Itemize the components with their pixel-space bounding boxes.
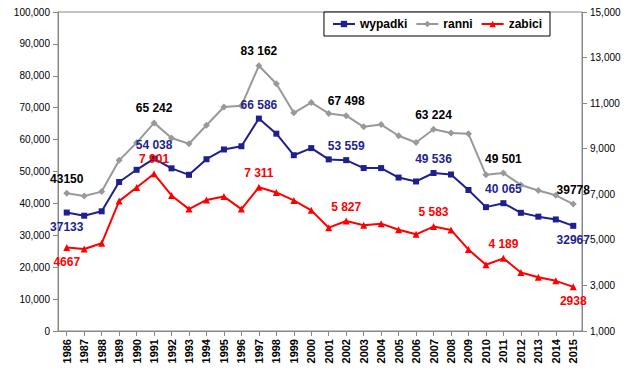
svg-text:43150: 43150 [50, 172, 84, 186]
svg-text:1987: 1987 [78, 339, 90, 363]
svg-text:1992: 1992 [166, 339, 178, 363]
svg-text:2001: 2001 [323, 339, 335, 363]
svg-text:2006: 2006 [410, 339, 422, 363]
svg-text:1993: 1993 [183, 339, 195, 363]
svg-text:9,000: 9,000 [590, 143, 615, 154]
svg-text:2011: 2011 [497, 339, 509, 363]
svg-text:zabici: zabici [509, 17, 542, 31]
svg-text:65 242: 65 242 [136, 101, 173, 115]
svg-text:32967: 32967 [557, 233, 591, 247]
svg-text:2013: 2013 [532, 339, 544, 363]
svg-text:39778: 39778 [557, 183, 591, 197]
svg-text:5,000: 5,000 [590, 234, 615, 245]
svg-text:2003: 2003 [358, 339, 370, 363]
svg-text:66 586: 66 586 [241, 98, 278, 112]
svg-text:7,000: 7,000 [590, 189, 615, 200]
svg-text:2005: 2005 [393, 339, 405, 363]
svg-text:67 498: 67 498 [328, 94, 365, 108]
svg-text:2014: 2014 [550, 338, 562, 363]
svg-text:7 901: 7 901 [139, 152, 169, 166]
svg-text:2012: 2012 [515, 339, 527, 363]
svg-text:3,000: 3,000 [590, 280, 615, 291]
svg-text:1996: 1996 [235, 339, 247, 363]
svg-text:1998: 1998 [270, 339, 282, 363]
svg-text:70,000: 70,000 [19, 102, 50, 113]
svg-text:63 224: 63 224 [415, 108, 452, 122]
svg-text:1988: 1988 [96, 339, 108, 363]
svg-text:37133: 37133 [50, 220, 84, 234]
svg-text:1990: 1990 [131, 339, 143, 363]
svg-text:10,000: 10,000 [19, 294, 50, 305]
svg-text:1991: 1991 [148, 339, 160, 363]
svg-text:80,000: 80,000 [19, 70, 50, 81]
svg-text:53 559: 53 559 [328, 139, 365, 153]
svg-text:2008: 2008 [445, 339, 457, 363]
svg-text:20,000: 20,000 [19, 262, 50, 273]
svg-text:54 038: 54 038 [136, 138, 173, 152]
svg-text:60,000: 60,000 [19, 134, 50, 145]
svg-text:2004: 2004 [375, 338, 387, 363]
svg-text:wypadki: wypadki [359, 17, 407, 31]
svg-text:13,000: 13,000 [590, 52, 621, 63]
svg-text:30,000: 30,000 [19, 230, 50, 241]
svg-text:4 189: 4 189 [488, 237, 518, 251]
svg-text:2000: 2000 [305, 339, 317, 363]
svg-text:0: 0 [44, 326, 50, 337]
svg-text:5 583: 5 583 [419, 205, 449, 219]
svg-text:1989: 1989 [113, 339, 125, 363]
svg-text:2002: 2002 [340, 339, 352, 363]
svg-text:49 501: 49 501 [485, 152, 522, 166]
svg-text:1997: 1997 [253, 339, 265, 363]
svg-text:100,000: 100,000 [14, 7, 51, 18]
svg-text:1999: 1999 [288, 339, 300, 363]
svg-text:1,000: 1,000 [590, 326, 615, 337]
svg-text:ranni: ranni [443, 17, 472, 31]
svg-text:50,000: 50,000 [19, 166, 50, 177]
svg-text:2007: 2007 [428, 339, 440, 363]
svg-text:2009: 2009 [462, 339, 474, 363]
svg-text:4667: 4667 [53, 255, 80, 269]
svg-text:40,000: 40,000 [19, 198, 50, 209]
svg-text:40 065: 40 065 [485, 182, 522, 196]
svg-text:5 827: 5 827 [331, 200, 361, 214]
svg-text:2938: 2938 [560, 294, 587, 308]
svg-text:90,000: 90,000 [19, 38, 50, 49]
svg-text:11,000: 11,000 [590, 98, 620, 109]
svg-text:1995: 1995 [218, 339, 230, 363]
svg-text:49 536: 49 536 [415, 152, 452, 166]
svg-text:83 162: 83 162 [241, 44, 278, 58]
svg-text:7 311: 7 311 [244, 166, 274, 180]
svg-text:1986: 1986 [61, 339, 73, 363]
svg-text:1994: 1994 [200, 338, 212, 363]
svg-text:2010: 2010 [480, 339, 492, 363]
svg-text:2015: 2015 [567, 339, 579, 363]
svg-text:15,000: 15,000 [590, 7, 621, 18]
